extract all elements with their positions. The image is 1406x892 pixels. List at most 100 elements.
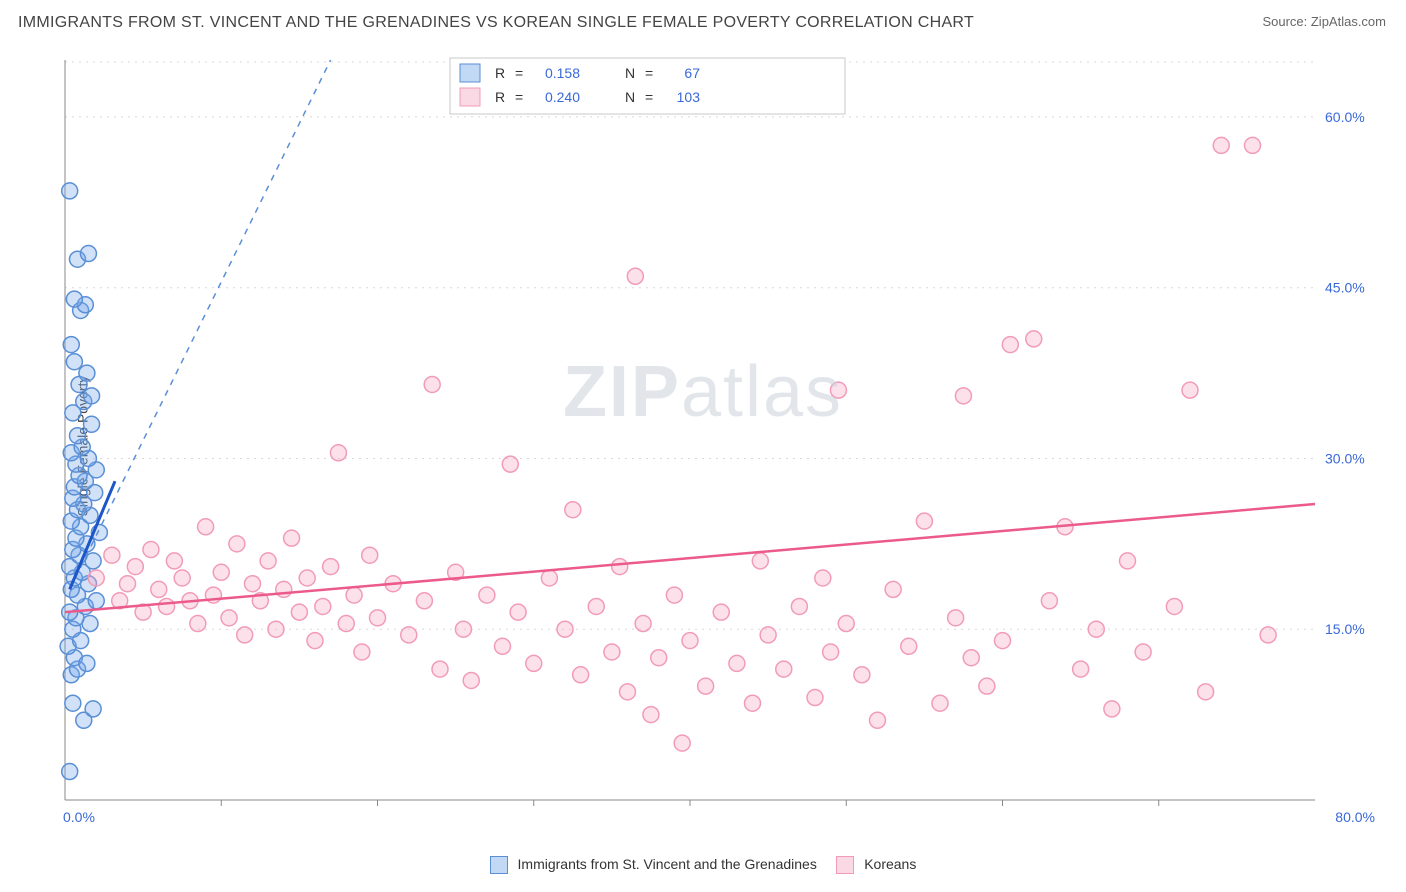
data-point: [666, 587, 682, 603]
legend-n-label: N: [625, 65, 635, 81]
legend-r-label: R: [495, 65, 505, 81]
data-point: [1026, 331, 1042, 347]
data-point: [620, 684, 636, 700]
legend-n-value: 67: [684, 65, 700, 81]
data-point: [237, 627, 253, 643]
data-point: [916, 513, 932, 529]
x-max-label: 80.0%: [1335, 809, 1375, 825]
data-point: [127, 559, 143, 575]
data-point: [299, 570, 315, 586]
data-point: [995, 633, 1011, 649]
data-point: [752, 553, 768, 569]
data-point: [651, 650, 667, 666]
data-point: [565, 502, 581, 518]
data-point: [1135, 644, 1151, 660]
scatter-plot-svg: 15.0%30.0%45.0%60.0%0.0%80.0%R=0.158N=67…: [55, 50, 1385, 830]
data-point: [495, 638, 511, 654]
data-point: [963, 650, 979, 666]
data-point: [198, 519, 214, 535]
data-point: [1088, 621, 1104, 637]
data-point: [455, 621, 471, 637]
data-point: [424, 376, 440, 392]
plot-area: 15.0%30.0%45.0%60.0%0.0%80.0%R=0.158N=67…: [55, 50, 1385, 830]
data-point: [65, 695, 81, 711]
data-point: [354, 644, 370, 660]
data-point: [338, 616, 354, 632]
trend-line-blue-dash: [70, 60, 331, 589]
data-point: [1198, 684, 1214, 700]
data-point: [870, 712, 886, 728]
data-point: [1104, 701, 1120, 717]
data-point: [66, 354, 82, 370]
data-point: [260, 553, 276, 569]
data-point: [1245, 137, 1261, 153]
data-point: [745, 695, 761, 711]
data-point: [276, 581, 292, 597]
x-min-label: 0.0%: [63, 809, 95, 825]
data-point: [698, 678, 714, 694]
data-point: [1182, 382, 1198, 398]
legend-n-label: N: [625, 89, 635, 105]
data-point: [643, 707, 659, 723]
data-point: [1260, 627, 1276, 643]
data-point: [166, 553, 182, 569]
source-prefix: Source:: [1262, 14, 1310, 29]
data-point: [79, 655, 95, 671]
svg-text:=: =: [515, 65, 523, 81]
data-point: [604, 644, 620, 660]
data-point: [729, 655, 745, 671]
data-point: [1002, 337, 1018, 353]
data-point: [330, 445, 346, 461]
data-point: [346, 587, 362, 603]
data-point: [62, 183, 78, 199]
data-point: [627, 268, 643, 284]
data-point: [955, 388, 971, 404]
source-link[interactable]: ZipAtlas.com: [1311, 14, 1386, 29]
svg-text:=: =: [645, 89, 653, 105]
data-point: [1041, 593, 1057, 609]
data-point: [815, 570, 831, 586]
legend-swatch-pink: [836, 856, 854, 874]
data-point: [432, 661, 448, 677]
data-point: [70, 428, 86, 444]
data-point: [284, 530, 300, 546]
legend-r-label: R: [495, 89, 505, 105]
svg-text:=: =: [645, 65, 653, 81]
data-point: [213, 564, 229, 580]
data-point: [760, 627, 776, 643]
data-point: [823, 644, 839, 660]
data-point: [713, 604, 729, 620]
data-point: [932, 695, 948, 711]
data-point: [479, 587, 495, 603]
data-point: [120, 576, 136, 592]
data-point: [190, 616, 206, 632]
bottom-legend: Immigrants from St. Vincent and the Gren…: [0, 856, 1406, 874]
data-point: [526, 655, 542, 671]
data-point: [948, 610, 964, 626]
data-point: [401, 627, 417, 643]
data-point: [63, 337, 79, 353]
data-point: [541, 570, 557, 586]
y-tick-label: 15.0%: [1325, 621, 1365, 637]
data-point: [362, 547, 378, 563]
data-point: [557, 621, 573, 637]
data-point: [838, 616, 854, 632]
data-point: [682, 633, 698, 649]
y-tick-label: 30.0%: [1325, 450, 1365, 466]
data-point: [635, 616, 651, 632]
data-point: [1120, 553, 1136, 569]
svg-text:=: =: [515, 89, 523, 105]
data-point: [88, 593, 104, 609]
legend-swatch: [460, 64, 480, 82]
legend-r-value: 0.158: [545, 65, 580, 81]
data-point: [510, 604, 526, 620]
y-tick-label: 45.0%: [1325, 280, 1365, 296]
data-point: [80, 246, 96, 262]
legend-swatch: [460, 88, 480, 106]
data-point: [463, 672, 479, 688]
data-point: [830, 382, 846, 398]
data-point: [245, 576, 261, 592]
data-point: [85, 701, 101, 717]
data-point: [979, 678, 995, 694]
source-attribution: Source: ZipAtlas.com: [1262, 14, 1386, 29]
